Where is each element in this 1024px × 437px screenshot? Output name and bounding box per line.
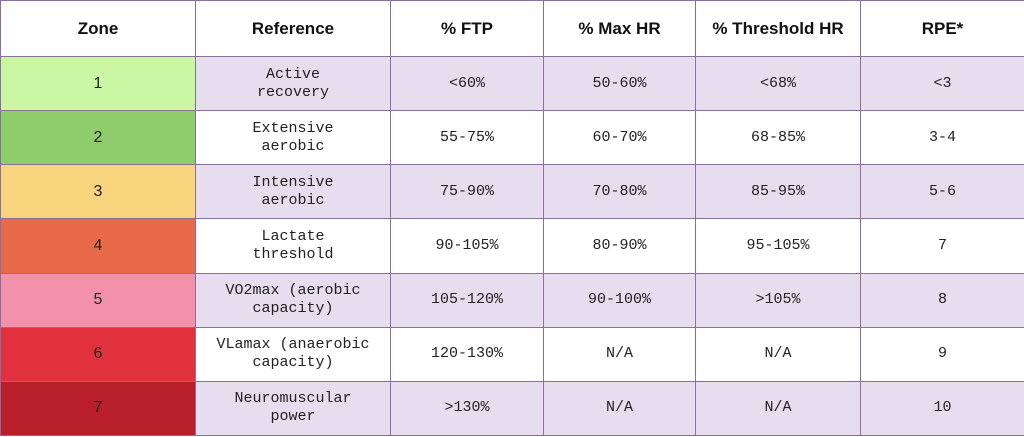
table-cell: VO2max (aerobic capacity) (195, 272, 391, 328)
table-body: 1 Active recovery <60% 50-60% <68% <3 2 Extensi… (0, 55, 1024, 437)
table-cell: <68% (695, 55, 861, 112)
column-header: Zone (0, 0, 196, 57)
table-row: 5 VO2max (aerobic capacity) 105-120% 90-100… (0, 272, 1024, 328)
table-cell: 90-105% (390, 218, 544, 274)
zone-cell: 3 (0, 164, 196, 220)
zone-cell: 4 (0, 218, 196, 274)
zone-cell: 2 (0, 110, 196, 166)
table-cell: 9 (860, 326, 1024, 382)
table-cell: 50-60% (543, 55, 696, 112)
table-cell: 68-85% (695, 110, 861, 166)
table-cell: Lactate threshold (195, 218, 391, 274)
table-cell: 55-75% (390, 110, 544, 166)
table-cell: 60-70% (543, 110, 696, 166)
table-cell: 7 (860, 218, 1024, 274)
column-header: % Max HR (543, 0, 696, 57)
table-cell: 70-80% (543, 164, 696, 220)
table-cell: 80-90% (543, 218, 696, 274)
zone-cell: 5 (0, 272, 196, 328)
table-cell: 85-95% (695, 164, 861, 220)
table-row: 2 Extensive aerobic 55-75% 60-70% 68-85% 3-4 (0, 110, 1024, 166)
table-cell: Extensive aerobic (195, 110, 391, 166)
table-cell: Intensive aerobic (195, 164, 391, 220)
table-cell: 75-90% (390, 164, 544, 220)
header-row: Zone Reference% FTP% Max HR% Threshold HR… (0, 0, 1024, 57)
table-cell: 90-100% (543, 272, 696, 328)
table-cell: <60% (390, 55, 544, 112)
table-cell: N/A (543, 380, 696, 437)
table-row: 7 Neuromuscular power >130% N/A N/A 10 (0, 380, 1024, 437)
zone-cell: 1 (0, 55, 196, 112)
table-cell: 120-130% (390, 326, 544, 382)
table-row: 4 Lactate threshold 90-105% 80-90% 95-105% 7 (0, 218, 1024, 274)
column-header: % FTP (390, 0, 544, 57)
table-header: Zone Reference% FTP% Max HR% Threshold HR… (0, 0, 1024, 57)
table-cell: 10 (860, 380, 1024, 437)
table-cell: N/A (543, 326, 696, 382)
zone-cell: 6 (0, 326, 196, 382)
table-cell: >105% (695, 272, 861, 328)
zone-cell: 7 (0, 380, 196, 437)
table-cell: 95-105% (695, 218, 861, 274)
table-cell: Active recovery (195, 55, 391, 112)
column-header: RPE* (860, 0, 1024, 57)
table-row: 1 Active recovery <60% 50-60% <68% <3 (0, 55, 1024, 112)
column-header: % Threshold HR (695, 0, 861, 57)
table-cell: 5-6 (860, 164, 1024, 220)
table-cell: Neuromuscular power (195, 380, 391, 437)
table-cell: 3-4 (860, 110, 1024, 166)
table-row: 6 VLamax (anaerobic capacity) 120-130% N/A N… (0, 326, 1024, 382)
table-cell: <3 (860, 55, 1024, 112)
table-cell: N/A (695, 326, 861, 382)
table-cell: 105-120% (390, 272, 544, 328)
table-cell: >130% (390, 380, 544, 437)
table-row: 3 Intensive aerobic 75-90% 70-80% 85-95% 5-6 (0, 164, 1024, 220)
column-header: Reference (195, 0, 391, 57)
table-cell: VLamax (anaerobic capacity) (195, 326, 391, 382)
table-cell: 8 (860, 272, 1024, 328)
table-cell: N/A (695, 380, 861, 437)
